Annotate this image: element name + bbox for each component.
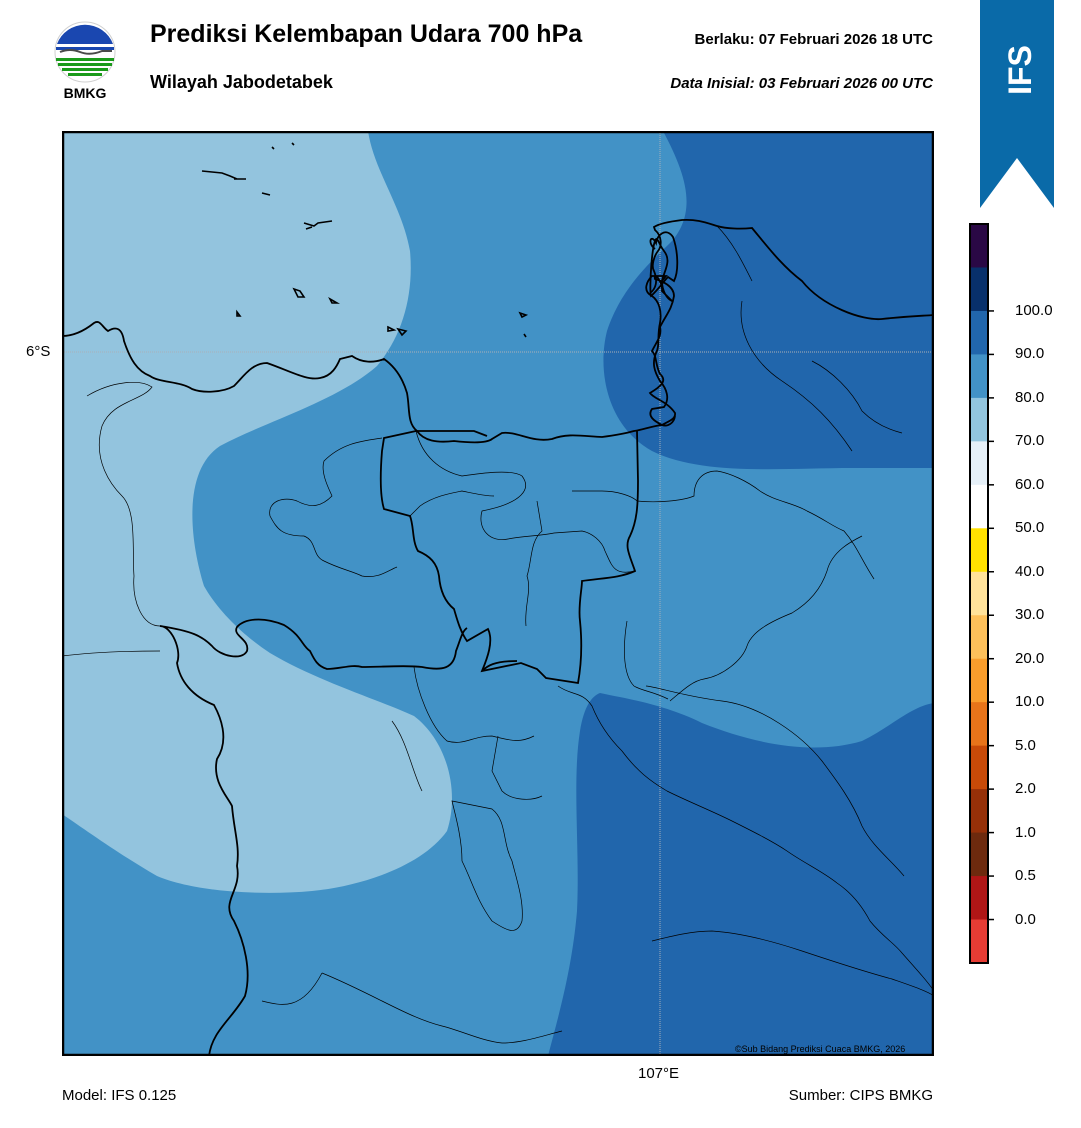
map-frame	[62, 131, 934, 1056]
ifs-ribbon	[980, 0, 1054, 208]
colorbar-tick-label: 1.0	[1015, 823, 1036, 841]
colorbar-tick-label: 5.0	[1015, 736, 1036, 754]
logo-text: BMKG	[63, 85, 107, 101]
svg-text:IFS: IFS	[1002, 45, 1038, 95]
colorbar-tick-label: 80.0	[1015, 388, 1045, 406]
colorbar-tick-label: 0.5	[1015, 867, 1036, 885]
colorbar-frame	[969, 223, 989, 964]
page-subtitle: Wilayah Jabodetabek	[150, 72, 333, 92]
longitude-label: 107°E	[638, 1065, 680, 1082]
colorbar-swatch	[970, 789, 988, 834]
ribbon-label: IFS	[1002, 45, 1038, 95]
source-label: Sumber: CIPS BMKG	[788, 1087, 933, 1104]
colorbar-swatch	[970, 441, 988, 486]
colorbar-swatch	[970, 310, 988, 355]
bmkg-logo-icon	[54, 21, 116, 83]
colorbar-swatch	[970, 832, 988, 877]
coastline	[62, 218, 934, 444]
initial-time: Data Inisial: 03 Februari 2026 00 UTC	[670, 75, 933, 92]
region-80-90-south-east	[548, 693, 934, 1056]
colorbar-tick-label: 70.0	[1015, 432, 1045, 450]
humidity-map	[62, 131, 934, 1056]
colorbar-swatch	[970, 702, 988, 747]
colorbar-swatch	[970, 571, 988, 616]
colorbar-tick-label: 90.0	[1015, 345, 1045, 363]
colorbar-tick-label: 50.0	[1015, 519, 1045, 537]
colorbar-swatch	[970, 876, 988, 921]
colorbar-tick-label: 10.0	[1015, 693, 1045, 711]
colorbar-tick-label: 20.0	[1015, 649, 1045, 667]
page-title: Prediksi Kelembapan Udara 700 hPa	[150, 20, 583, 48]
colorbar-tick-label: 30.0	[1015, 606, 1045, 624]
colorbar-tick-label: 100.0	[1015, 301, 1053, 319]
colorbar	[969, 223, 994, 964]
island	[201, 142, 529, 338]
colorbar-tick-label: 60.0	[1015, 475, 1045, 493]
region-60-70-west	[62, 131, 452, 893]
region-80-90-north-east	[603, 131, 934, 470]
colorbar-swatch	[970, 658, 988, 703]
colorbar-swatch	[970, 224, 988, 268]
colorbar-swatch	[970, 397, 988, 442]
colorbar-swatch	[970, 919, 988, 964]
copyright-text: ©Sub Bidang Prediksi Cuaca BMKG, 2026	[735, 1044, 906, 1054]
colorbar-tick-label: 40.0	[1015, 562, 1045, 580]
colorbar-swatch	[970, 267, 988, 312]
model-label: Model: IFS 0.125	[62, 1087, 177, 1104]
valid-time: Berlaku: 07 Februari 2026 18 UTC	[694, 31, 933, 48]
colorbar-swatch	[970, 528, 988, 573]
latitude-label: 6°S	[26, 343, 51, 360]
colorbar-tick-label: 0.0	[1015, 910, 1036, 928]
regency-boundaries	[62, 225, 934, 1044]
province-boundary	[159, 430, 639, 1056]
colorbar-swatch	[970, 354, 988, 399]
colorbar-swatch	[970, 484, 988, 529]
colorbar-swatch	[970, 615, 988, 660]
colorbar-swatch	[970, 745, 988, 790]
colorbar-tick-label: 2.0	[1015, 780, 1036, 798]
coastline-east	[645, 275, 676, 427]
